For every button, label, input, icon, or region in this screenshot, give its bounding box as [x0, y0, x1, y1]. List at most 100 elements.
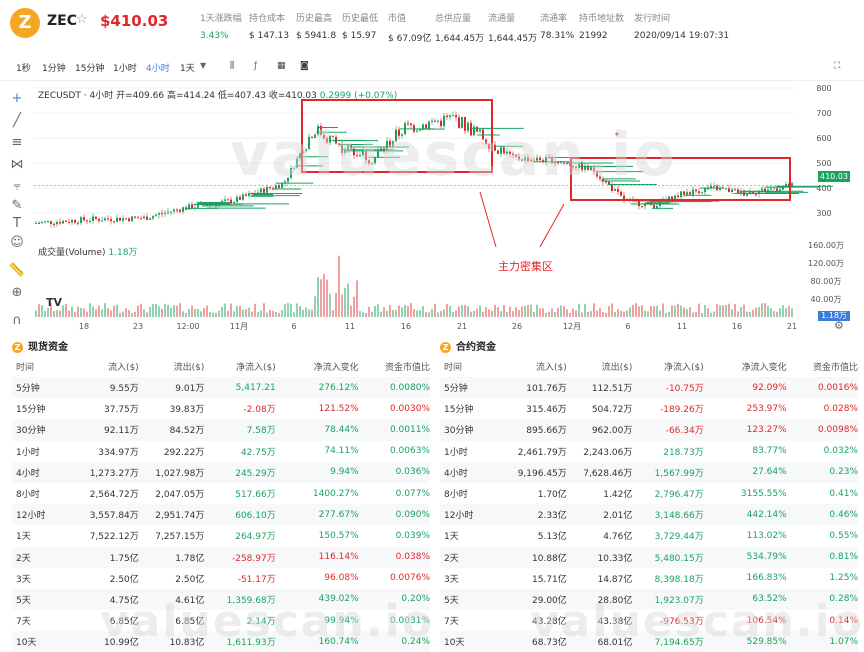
table-row[interactable]: 4小时 9,196.45万 7,628.46万 1,567.99万 27.64% 0.23…: [440, 461, 858, 483]
volume-bar: [302, 309, 304, 317]
fib-icon[interactable]: ≡: [11, 135, 23, 150]
volume-bar: [743, 304, 745, 317]
table-row[interactable]: 12小时 3,557.84万 2,951.74万 606.10万 277.67% 0.09…: [12, 504, 430, 526]
volume-bar: [779, 308, 781, 317]
table-row[interactable]: 30分钟 895.66万 962.00万 -66.34万 123.27% 0.0098%: [440, 419, 858, 441]
table-row[interactable]: 8小时 2,564.72万 2,047.05万 517.66万 1400.27% 0.07…: [12, 483, 430, 504]
volume-bar: [185, 312, 187, 317]
table-row[interactable]: 5天 4.75亿 4.61亿 1,359.68万 439.02% 0.20%: [12, 588, 430, 611]
volume-bar: [113, 306, 115, 317]
pattern-icon[interactable]: ⋈: [10, 157, 24, 172]
table-row[interactable]: 15分钟 37.75万 39.83万 -2.08万 121.52% 0.0030%: [12, 398, 430, 419]
candle: [539, 157, 541, 161]
candle: [524, 157, 526, 161]
table-cell: 74.11%: [324, 446, 359, 457]
table-row[interactable]: 2天 10.88亿 10.33亿 5,480.15万 534.79% 0.81%: [440, 546, 858, 568]
candle: [428, 121, 430, 129]
table-row[interactable]: 1小时 2,461.79万 2,243.06万 218.73万 83.77% 0.032%: [440, 441, 858, 462]
fullscreen-icon[interactable]: ⛶: [834, 61, 841, 71]
table-cell: 43.38亿: [597, 617, 633, 628]
crosshair-icon[interactable]: +: [11, 91, 23, 106]
candle: [392, 141, 394, 147]
volume-bar: [122, 311, 124, 317]
stat-5: 总供应量 1,644.45万: [435, 11, 484, 44]
volume-bar: [761, 303, 763, 317]
table-row[interactable]: 5天 29.00亿 28.80亿 1,923.07万 63.52% 0.28%: [440, 588, 858, 611]
volume-bar: [485, 307, 487, 317]
interval-1d[interactable]: 1天: [180, 64, 195, 74]
emoji-icon[interactable]: ☺: [10, 235, 24, 250]
volume-bar: [599, 307, 601, 317]
table-row[interactable]: 10天 10.99亿 10.83亿 1,611.93万 160.74% 0.24%: [12, 631, 430, 652]
interval-1h[interactable]: 1小时: [113, 64, 137, 74]
table-row[interactable]: 4小时 1,273.27万 1,027.98万 245.29万 9.94% 0.036%: [12, 461, 430, 483]
volume-bar: [734, 304, 736, 317]
table-row[interactable]: 7天 43.28亿 43.38亿 -976.53万 106.54% 0.14%: [440, 610, 858, 631]
table-cell: 0.81%: [786, 546, 858, 568]
volume-bar: [401, 307, 403, 317]
time-tick: 12月: [563, 322, 581, 331]
candle-type-icon[interactable]: ⫼: [230, 61, 235, 71]
volume-bar: [758, 307, 760, 317]
volume-bar: [782, 305, 784, 317]
volume-bar: [512, 311, 514, 317]
interval-15m[interactable]: 15分钟: [75, 64, 105, 74]
candle: [683, 191, 685, 195]
table-cell: 276.12%: [275, 377, 359, 399]
table-cell: 534.79%: [703, 546, 787, 568]
brush-icon[interactable]: ✎: [11, 198, 23, 213]
zoom-in-icon[interactable]: ⊕: [11, 285, 23, 300]
table-row[interactable]: 3天 15.71亿 14.87亿 8,398.18万 166.83% 1.25%: [440, 568, 858, 589]
chart-settings-gear-icon[interactable]: ⚙: [834, 319, 844, 332]
compare-icon[interactable]: ▦: [277, 61, 286, 71]
table-row[interactable]: 8小时 1.70亿 1.42亿 2,796.47万 3155.55% 0.41%: [440, 483, 858, 504]
volume-bar: [575, 310, 577, 317]
favorite-star-icon[interactable]: ☆: [76, 12, 88, 27]
candle: [158, 213, 160, 215]
volume-bar: [722, 305, 724, 317]
trendline-icon[interactable]: ╱: [13, 113, 21, 128]
candle: [671, 196, 673, 202]
candle: [362, 150, 364, 155]
indicator-icon[interactable]: ƒ: [254, 61, 258, 71]
table-row[interactable]: 7天 6.85亿 6.85亿 2.14万 99.94% 0.0031%: [12, 610, 430, 631]
text-icon[interactable]: T: [13, 216, 21, 231]
volume-bar: [536, 304, 538, 317]
ruler-icon[interactable]: 📏: [8, 263, 26, 278]
table-cell: 0.038%: [358, 546, 430, 568]
interval-dropdown-icon[interactable]: ▼: [200, 61, 207, 70]
table-row[interactable]: 2天 1.75亿 1.78亿 -258.97万 116.14% 0.038%: [12, 546, 430, 568]
table-row[interactable]: 12小时 2.33亿 2.01亿 3,148.66万 442.14% 0.46%: [440, 504, 858, 526]
volume-tick: 160.00万: [808, 241, 844, 250]
table-row[interactable]: 30分钟 92.11万 84.52万 7.58万 78.44% 0.0011%: [12, 419, 430, 441]
candle: [197, 203, 199, 208]
table-row[interactable]: 1小时 334.97万 292.22万 42.75万 74.11% 0.0063%: [12, 441, 430, 462]
volume-bar: [140, 303, 142, 317]
volume-bar: [515, 307, 517, 317]
table-row[interactable]: 15分钟 315.46万 504.72万 -189.26万 253.97% 0.028%: [440, 398, 858, 419]
volume-axis-tag: 1.18万: [818, 311, 850, 321]
price-chart[interactable]: 800 700 600 500 400 300 160.00万 120.00万 80.00万 40…: [34, 82, 864, 332]
screenshot-icon[interactable]: ◙: [300, 61, 309, 71]
magnet-icon[interactable]: ∩: [12, 313, 22, 328]
interval-1m[interactable]: 1分钟: [42, 64, 66, 74]
candle: [308, 136, 310, 150]
candle: [494, 144, 496, 151]
volume-bar: [125, 308, 127, 317]
table-row[interactable]: 1天 7,522.12万 7,257.15万 264.97万 150.57% 0.039%: [12, 525, 430, 546]
table-cell: 3,148.66万: [632, 504, 704, 526]
table-row[interactable]: 10天 68.73亿 68.01亿 7,194.65万 529.85% 1.07%: [440, 631, 858, 652]
candle: [728, 188, 730, 192]
table-row[interactable]: 1天 5.13亿 4.76亿 3,729.44万 113.02% 0.55%: [440, 525, 858, 546]
candle: [152, 216, 154, 219]
parallel-channel-icon[interactable]: ⫧: [13, 179, 21, 194]
interval-4h[interactable]: 4小时: [146, 64, 170, 74]
volume-bar: [737, 311, 739, 317]
table-cell: 529.85%: [703, 631, 787, 652]
table-row[interactable]: 3天 2.50亿 2.50亿 -51.17万 96.08% 0.0076%: [12, 568, 430, 589]
interval-1s[interactable]: 1秒: [16, 64, 31, 74]
table-cell: 3155.55%: [740, 488, 787, 499]
table-row[interactable]: 5分钟 101.76万 112.51万 -10.75万 92.09% 0.0016%: [440, 377, 858, 399]
table-row[interactable]: 5分钟 9.55万 9.01万 5,417.21 276.12% 0.0080%: [12, 377, 430, 399]
price-axis-tag: 410.03: [818, 171, 850, 182]
